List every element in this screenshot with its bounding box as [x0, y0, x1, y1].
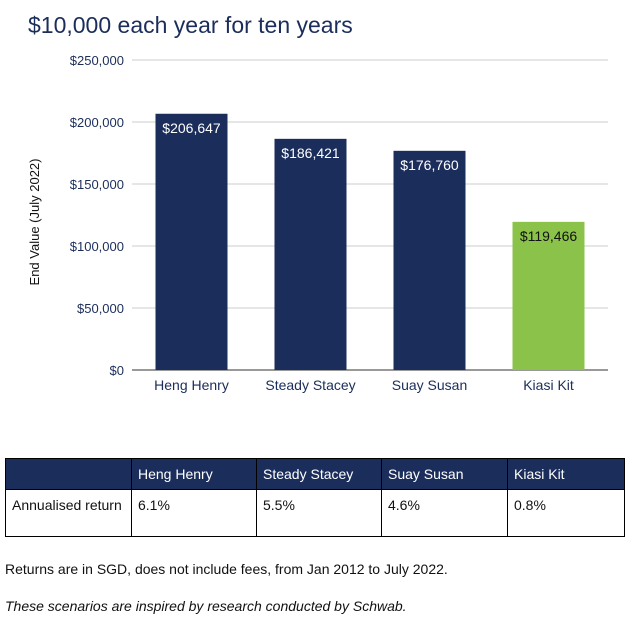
table-cell: 4.6%	[381, 489, 508, 537]
table-cell: 5.5%	[256, 489, 382, 537]
data-label: $176,760	[400, 157, 459, 173]
chart-title: $10,000 each year for ten years	[28, 12, 353, 38]
y-tick-label: $50,000	[77, 301, 124, 316]
x-axis-ticks: Heng Henry Steady Stacey Suay Susan Kiasi K…	[154, 377, 574, 393]
data-label: $119,466	[520, 228, 578, 244]
data-labels: $206,647 $186,421 $176,760 $119,466	[162, 120, 577, 244]
table-header-cell: Heng Henry	[131, 458, 257, 490]
table-header-cell: Steady Stacey	[256, 458, 382, 490]
bar	[155, 113, 228, 370]
table-header-cell	[5, 458, 132, 490]
data-label: $186,421	[281, 145, 340, 161]
bar	[512, 221, 585, 370]
y-axis-ticks: $0 $50,000 $100,000 $150,000 $200,000 $250,00…	[70, 53, 124, 378]
y-tick-label: $250,000	[70, 53, 124, 68]
y-tick-label: $0	[110, 363, 124, 378]
table-cell: 6.1%	[131, 489, 257, 537]
bars	[155, 113, 585, 370]
x-tick-label: Suay Susan	[392, 377, 468, 393]
bar	[393, 150, 466, 370]
schwab-note: These scenarios are inspired by research…	[5, 598, 407, 614]
bar-chart: $0 $50,000 $100,000 $150,000 $200,000 $250,00…	[27, 53, 608, 393]
y-tick-label: $200,000	[70, 115, 124, 130]
x-tick-label: Heng Henry	[154, 377, 229, 393]
bar	[274, 138, 347, 370]
y-tick-label: $150,000	[70, 177, 124, 192]
y-tick-label: $100,000	[70, 239, 124, 254]
x-tick-label: Steady Stacey	[265, 377, 355, 393]
table-header-cell: Suay Susan	[381, 458, 508, 490]
y-axis-label: End Value (July 2022)	[27, 159, 42, 286]
returns-table: Heng Henry Steady Stacey Suay Susan Kias…	[5, 458, 625, 537]
table-row: Annualised return 6.1% 5.5% 4.6% 0.8%	[5, 489, 625, 537]
x-tick-label: Kiasi Kit	[523, 377, 574, 393]
data-label: $206,647	[162, 120, 221, 136]
returns-note: Returns are in SGD, does not include fee…	[5, 561, 448, 577]
table-header-row: Heng Henry Steady Stacey Suay Susan Kias…	[5, 458, 625, 490]
table-cell: 0.8%	[507, 489, 625, 537]
table-cell: Annualised return	[5, 489, 132, 537]
table-header-cell: Kiasi Kit	[507, 458, 625, 490]
